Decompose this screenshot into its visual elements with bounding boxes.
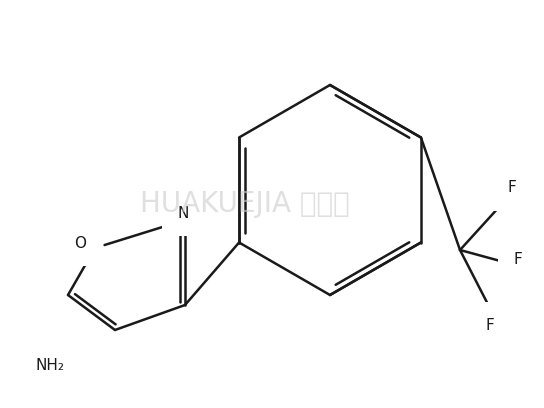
Text: N: N [177,206,189,220]
Text: HUAKUEJIA 化学加: HUAKUEJIA 化学加 [140,190,350,218]
Text: NH₂: NH₂ [35,357,65,373]
Text: F: F [486,317,494,333]
Text: F: F [514,253,522,268]
Text: O: O [74,235,86,251]
Text: F: F [508,180,516,195]
